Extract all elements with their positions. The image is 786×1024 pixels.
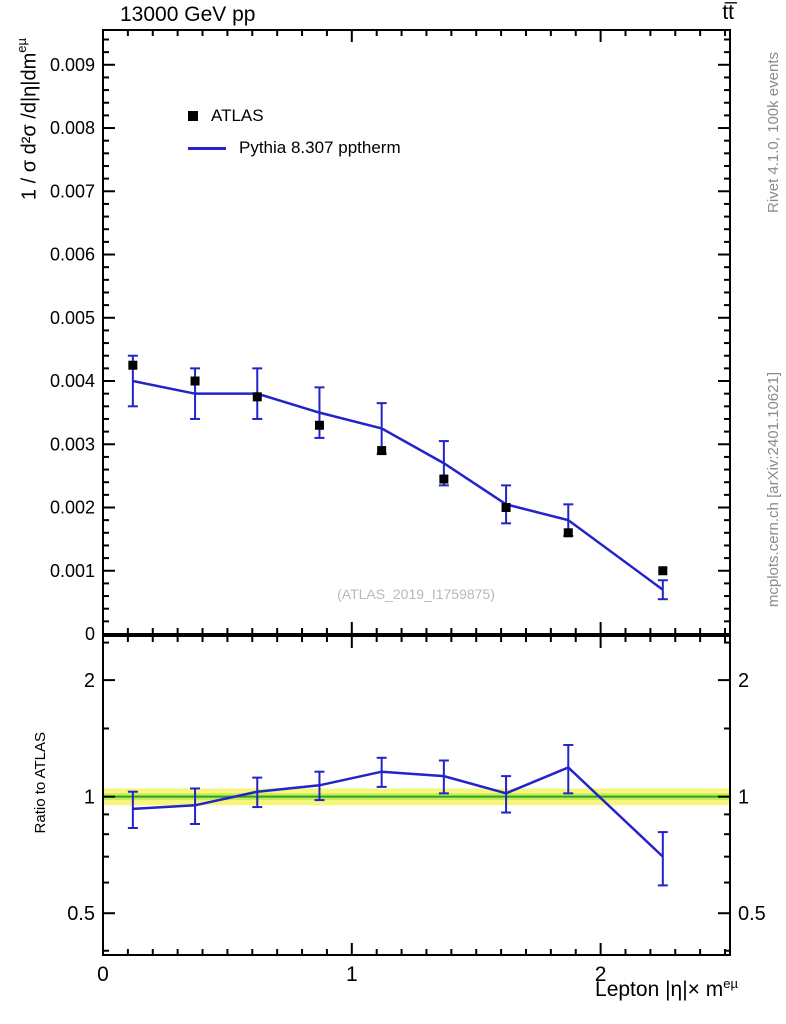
y-tick-label-top: 0.004: [50, 371, 95, 391]
y-tick-label-ratio-right: 2: [738, 670, 749, 692]
y-axis-label-base: 1 / σ d²σ /d|η|dm: [18, 52, 41, 201]
ratio-panel-frame: [102, 635, 731, 956]
legend-entry-pythia: Pythia 8.307 pptherm: [188, 138, 401, 158]
legend-label-atlas: ATLAS: [211, 106, 264, 125]
mcplots-arxiv-note: mcplots.cern.ch [arXiv:2401.10621]: [765, 372, 782, 608]
atlas-data-point: [439, 474, 449, 484]
y-tick-label-ratio-left: 1: [84, 787, 95, 809]
atlas-data-point: [314, 420, 324, 430]
atlas-data-point: [252, 392, 262, 402]
y-tick-label-top: 0.003: [50, 434, 95, 454]
y-tick-label-top: 0.006: [50, 245, 95, 265]
x-axis-label-base: Lepton |η|× m: [595, 978, 724, 1001]
rivet-version-note: Rivet 4.1.0, 100k events: [765, 52, 782, 213]
y-axis-label-ratio: Ratio to ATLAS: [32, 732, 49, 834]
y-tick-label-top: 0: [85, 624, 95, 644]
atlas-data-point: [377, 446, 387, 456]
x-tick-label: 1: [346, 963, 358, 986]
atlas-data-point: [190, 376, 200, 386]
x-axis-label: Lepton |η|× meµ: [595, 976, 738, 1002]
atlas-data-point: [128, 360, 138, 370]
top-panel-frame: [102, 29, 731, 635]
y-axis-label-top: 1 / σ d²σ /d|η|dmeµ: [14, 38, 42, 200]
y-tick-label-top: 0.005: [50, 308, 95, 328]
y-tick-label-ratio-right: 0.5: [738, 903, 766, 925]
analysis-watermark: (ATLAS_2019_I1759875): [337, 586, 495, 602]
y-tick-label-top: 0.007: [50, 181, 95, 201]
atlas-data-point: [658, 566, 668, 576]
legend-label-pythia: Pythia 8.307 pptherm: [239, 138, 401, 157]
legend-entry-atlas: ATLAS: [188, 106, 264, 126]
y-tick-label-ratio-left: 0.5: [67, 903, 95, 925]
y-tick-label-ratio-left: 2: [84, 670, 95, 692]
y-tick-label-top: 0.002: [50, 498, 95, 518]
pythia-prediction-line: [132, 379, 664, 591]
pythia-line-icon: [188, 146, 226, 150]
y-tick-label-ratio-right: 1: [738, 787, 749, 809]
atlas-marker-icon: [188, 111, 198, 121]
y-tick-label-top: 0.009: [50, 55, 95, 75]
x-tick-label: 2: [595, 963, 607, 986]
y-axis-label-superscript: eµ: [14, 38, 29, 53]
atlas-data-point: [563, 528, 573, 538]
plot-title-energy: 13000 GeV pp: [120, 3, 256, 26]
plot-title-process: tt̅: [722, 1, 734, 24]
y-tick-label-top: 0.008: [50, 118, 95, 138]
atlas-data-point: [501, 503, 511, 513]
x-tick-label: 0: [97, 963, 109, 986]
x-axis-label-superscript: eµ: [723, 976, 738, 991]
ratio-line: [132, 765, 664, 858]
y-tick-label-top: 0.001: [50, 561, 95, 581]
